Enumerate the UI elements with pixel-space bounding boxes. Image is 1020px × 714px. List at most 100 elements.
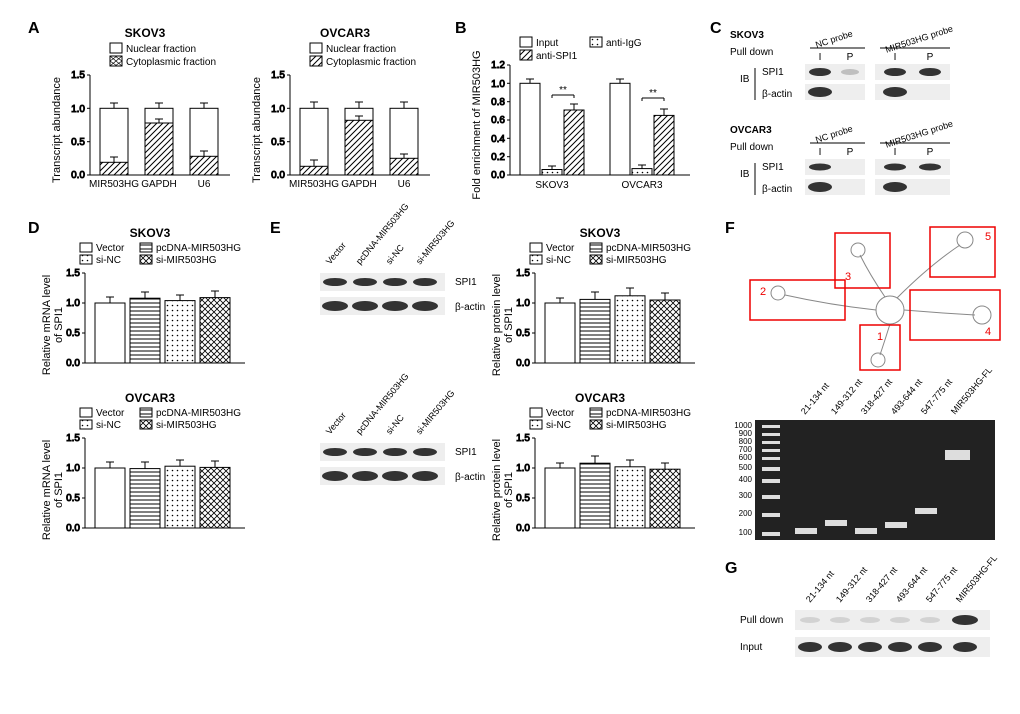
legend-text: si-MIR503HG [606,420,667,431]
x-label: U6 [198,179,211,190]
figure-root: A SKOV3 Nuclear fraction Cytoplasmic fra… [10,10,1010,704]
x-label: GAPDH [141,179,177,190]
legend-text: si-NC [546,420,571,431]
legend-text: pcDNA-MIR503HG [606,243,691,254]
lane-label: Vector [324,240,348,266]
svg-text:1.0: 1.0 [491,79,505,90]
svg-text:0.5: 0.5 [516,493,530,504]
panel-f-gel: 21-134 nt 149-312 nt 318-427 nt 493-644 … [730,380,1010,550]
lane-label: si-MIR503HG [414,388,457,436]
lane-label: si-MIR503HG [414,218,457,266]
probe-label: MIR503HG probe [884,118,954,149]
ladder-label: 300 [739,491,753,500]
row-label: Input [740,642,762,653]
region-label: 2 [760,286,766,298]
panel-d-label: D [28,220,40,238]
legend-swatch-nuclear [110,43,122,53]
lane-label: P [927,52,934,63]
row-label: β-actin [455,472,485,483]
row-label: Pull down [740,615,783,626]
legend-text: anti-IgG [606,38,642,49]
svg-text:of SPI1: of SPI1 [503,307,515,343]
panel-b-label: B [455,20,467,38]
legend-text: pcDNA-MIR503HG [156,243,241,254]
probe-label: MIR503HG probe [884,23,954,54]
legend-text: Vector [96,243,125,254]
x-label: OVCAR3 [621,180,663,191]
lane-label: I [819,147,822,158]
lane-label: I [894,52,897,63]
svg-text:1.0: 1.0 [66,463,80,474]
svg-text:1.2: 1.2 [491,60,505,71]
legend-text: si-MIR503HG [606,255,667,266]
legend-text: pcDNA-MIR503HG [156,408,241,419]
row-label: SPI1 [762,67,784,78]
panel-f-structure: 1 2 3 4 5 [730,225,1010,375]
lane-label: MIR503HG-FL [954,553,999,604]
panel-e-label: E [270,220,281,238]
y-axis-label2: of SPI1 [53,307,65,343]
lane-label: P [847,52,854,63]
panel-b-chart: Input anti-IgG anti-SPI1 Fold enrichment… [470,25,700,200]
chart-title: SKOV3 [125,26,166,40]
svg-text:0.0: 0.0 [71,170,85,181]
row-label: β-actin [762,184,792,195]
lane-label: 21-134 nt [799,380,831,416]
cell-label: SKOV3 [730,30,764,41]
svg-text:0.0: 0.0 [271,170,285,181]
probe-label: NC probe [814,28,854,49]
svg-text:1.5: 1.5 [271,70,285,81]
x-label: MIR503HG [289,179,339,190]
chart-title: OVCAR3 [575,391,625,405]
svg-text:Relative mRNA level: Relative mRNA level [41,440,53,540]
ladder-label: 100 [739,528,753,537]
pulldown-label: Pull down [730,142,773,153]
legend-text: si-MIR503HG [156,255,217,266]
svg-text:1.5: 1.5 [71,70,85,81]
panel-g-blot: 21-134 nt 149-312 nt 318-427 nt 493-644 … [730,565,1010,695]
svg-text:0.4: 0.4 [491,134,505,145]
lane-label: Vector [324,410,348,436]
svg-text:1.0: 1.0 [71,104,85,115]
panel-e-ovcar3-blot: Vector pcDNA-MIR503HG si-NC si-MIR503HG … [285,405,460,525]
legend-text: Vector [546,408,575,419]
lane-label: I [894,147,897,158]
ladder-label: 200 [739,509,753,518]
svg-text:0.5: 0.5 [66,328,80,339]
svg-text:0.0: 0.0 [516,358,530,369]
legend-text: Nuclear fraction [126,44,196,55]
legend-text: Vector [546,243,575,254]
svg-text:0.5: 0.5 [71,137,85,148]
legend-text: si-NC [546,255,571,266]
y-axis-label: Transcript abundance [251,77,263,183]
svg-text:0.5: 0.5 [271,137,285,148]
panel-a-skov3-chart: SKOV3 Nuclear fraction Cytoplasmic fract… [50,25,240,200]
svg-text:0.8: 0.8 [491,97,505,108]
row-label: β-actin [762,89,792,100]
svg-text:0.5: 0.5 [66,493,80,504]
ladder-label: 600 [739,453,753,462]
legend-text: anti-SPI1 [536,51,578,62]
svg-text:0.0: 0.0 [66,523,80,534]
y-axis-label: Fold enrichment of MIR503HG [471,50,483,199]
svg-text:0.0: 0.0 [516,523,530,534]
legend-text: si-NC [96,255,121,266]
svg-text:0.2: 0.2 [491,152,505,163]
cell-label: OVCAR3 [730,125,772,136]
lane-label: I [819,52,822,63]
legend-text: Input [536,38,558,49]
legend-text: pcDNA-MIR503HG [606,408,691,419]
region-label: 1 [877,331,883,343]
x-label: SKOV3 [535,180,569,191]
svg-text:1.0: 1.0 [516,463,530,474]
ladder-label: 500 [739,463,753,472]
legend-text: Nuclear fraction [326,44,396,55]
panel-a-ovcar3-chart: OVCAR3 Nuclear fraction Cytoplasmic frac… [250,25,440,200]
region-label: 3 [845,271,851,283]
lane-label: pcDNA-MIR503HG [354,201,411,266]
ladder-label: 400 [739,475,753,484]
region-label: 4 [985,326,991,338]
svg-text:0.5: 0.5 [516,328,530,339]
svg-text:1.5: 1.5 [66,433,80,444]
panel-c-blot: SKOV3 NC probe MIR503HG probe Pull down … [720,20,1000,220]
